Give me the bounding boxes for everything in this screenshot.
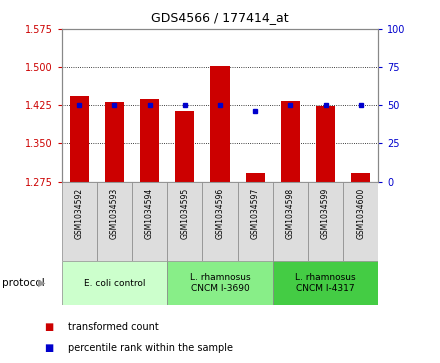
Bar xyxy=(351,174,370,182)
Bar xyxy=(281,101,300,182)
Bar xyxy=(70,96,89,182)
Text: GSM1034592: GSM1034592 xyxy=(75,188,84,239)
Bar xyxy=(273,182,308,261)
Text: GSM1034600: GSM1034600 xyxy=(356,188,365,239)
Text: percentile rank within the sample: percentile rank within the sample xyxy=(68,343,233,354)
Text: GSM1034593: GSM1034593 xyxy=(110,188,119,239)
Bar xyxy=(167,182,202,261)
Bar xyxy=(343,182,378,261)
Text: GSM1034595: GSM1034595 xyxy=(180,188,189,239)
Bar xyxy=(62,182,97,261)
Text: L. rhamnosus
CNCM I-3690: L. rhamnosus CNCM I-3690 xyxy=(190,273,250,293)
Bar xyxy=(273,261,378,305)
Bar xyxy=(210,66,230,182)
Bar xyxy=(308,182,343,261)
Text: GSM1034599: GSM1034599 xyxy=(321,188,330,239)
Text: GSM1034598: GSM1034598 xyxy=(286,188,295,239)
Bar xyxy=(167,261,273,305)
Bar xyxy=(132,182,167,261)
Bar xyxy=(97,182,132,261)
Text: ■: ■ xyxy=(44,343,53,354)
Bar xyxy=(105,102,124,182)
Bar xyxy=(140,99,159,182)
Text: ▶: ▶ xyxy=(38,278,46,288)
Text: GSM1034594: GSM1034594 xyxy=(145,188,154,239)
Text: ■: ■ xyxy=(44,322,53,332)
Text: E. coli control: E. coli control xyxy=(84,279,145,287)
Bar xyxy=(316,106,335,182)
Text: protocol: protocol xyxy=(2,278,45,288)
Bar xyxy=(246,173,265,182)
Bar xyxy=(238,182,273,261)
Text: L. rhamnosus
CNCM I-4317: L. rhamnosus CNCM I-4317 xyxy=(295,273,356,293)
Bar xyxy=(202,182,238,261)
Bar xyxy=(62,261,167,305)
Bar xyxy=(175,111,194,182)
Text: transformed count: transformed count xyxy=(68,322,159,332)
Text: GSM1034597: GSM1034597 xyxy=(251,188,260,239)
Text: GDS4566 / 177414_at: GDS4566 / 177414_at xyxy=(151,11,289,24)
Text: GSM1034596: GSM1034596 xyxy=(216,188,224,239)
